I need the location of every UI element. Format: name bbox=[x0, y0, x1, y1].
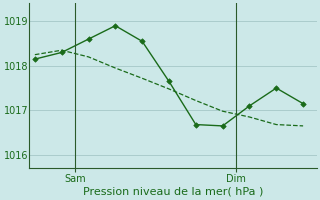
X-axis label: Pression niveau de la mer( hPa ): Pression niveau de la mer( hPa ) bbox=[83, 187, 263, 197]
